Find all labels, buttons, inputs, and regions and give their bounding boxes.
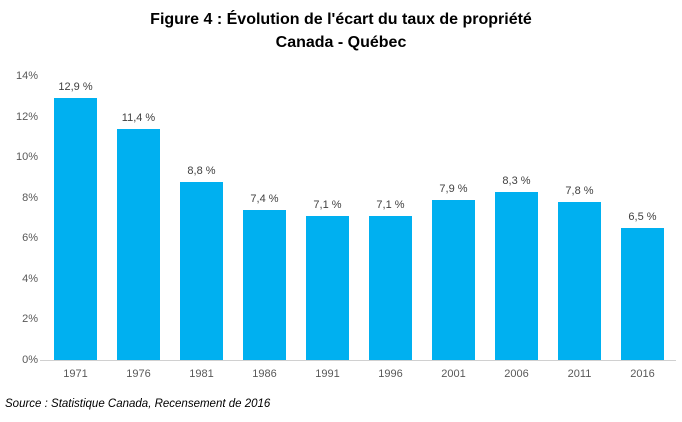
y-tick-label: 4%: [22, 272, 38, 285]
x-tick-label: 1996: [378, 368, 403, 380]
x-tick-label: 1991: [315, 368, 340, 380]
bar-value-label: 7,1 %: [376, 199, 405, 211]
y-tick-label: 0%: [22, 354, 38, 366]
plot-area: 12,9 % 1971 11,4 % 1976 8,8 % 1981 7,4 % 1986 7,…: [44, 76, 674, 380]
source-note: Source : Statistique Canada, Recensement…: [5, 398, 271, 410]
bar-group: 11,4 % 1976: [107, 76, 170, 380]
bar: [495, 191, 538, 360]
bar-group: 7,4 % 1986: [233, 76, 296, 380]
bar-group: 7,9 % 2001: [422, 76, 485, 380]
bar: [369, 216, 412, 360]
x-tick-label: 2011: [567, 368, 592, 380]
x-tick-label: 1986: [252, 368, 277, 380]
bar-value-label: 8,3 %: [502, 174, 531, 187]
bar: [180, 181, 223, 360]
x-axis-line: [40, 360, 676, 361]
bar-group: 6,5 % 2016: [611, 76, 674, 380]
chart-title-line1: Figure 4 : Évolution de l'écart du taux …: [150, 11, 532, 28]
bar-value-label: 8,8 %: [187, 164, 216, 177]
y-axis: 0% 2% 4% 6% 8% 10% 12% 14%: [0, 62, 38, 392]
chart-title-line2: Canada - Québec: [275, 34, 407, 51]
bar-group: 8,3 % 2006: [485, 76, 548, 380]
x-tick-label: 1971: [63, 368, 88, 380]
bar: [306, 216, 349, 360]
bar: [54, 98, 97, 360]
chart-title: Figure 4 : Évolution de l'écart du taux …: [0, 8, 682, 54]
x-tick-label: 2006: [504, 368, 529, 380]
bar-value-label: 7,8 %: [565, 184, 594, 197]
bar: [117, 128, 160, 360]
x-tick-label: 2001: [441, 368, 466, 380]
bar-value-label: 7,1 %: [313, 199, 342, 211]
y-tick-label: 2%: [22, 313, 38, 326]
chart-area: 0% 2% 4% 6% 8% 10% 12% 14% 12,9 % 1971 11,4 % 1976…: [0, 62, 682, 392]
bar-group: 12,9 % 1971: [44, 76, 107, 380]
bar-value-label: 7,9 %: [439, 182, 468, 195]
x-tick-label: 1976: [126, 368, 151, 380]
bar: [558, 201, 601, 360]
y-tick-label: 12%: [15, 110, 38, 123]
y-tick-label: 8%: [22, 191, 38, 204]
y-tick-label: 14%: [15, 70, 38, 82]
bar: [432, 199, 475, 360]
bar-value-label: 11,4 %: [121, 111, 156, 124]
bar-group: 7,8 % 2011: [548, 76, 611, 380]
bar: [243, 209, 286, 360]
x-tick-label: 1981: [189, 368, 214, 380]
bar-value-label: 12,9 %: [58, 81, 93, 94]
x-tick-label: 2016: [630, 368, 655, 380]
bar-value-label: 7,4 %: [250, 192, 279, 205]
bar: [621, 228, 664, 360]
bar-group: 7,1 % 1991: [296, 76, 359, 380]
y-tick-label: 10%: [15, 151, 38, 164]
bar-group: 8,8 % 1981: [170, 76, 233, 380]
bar-value-label: 6,5 %: [628, 211, 657, 224]
y-tick-label: 6%: [22, 232, 38, 245]
bar-group: 7,1 % 1996: [359, 76, 422, 380]
